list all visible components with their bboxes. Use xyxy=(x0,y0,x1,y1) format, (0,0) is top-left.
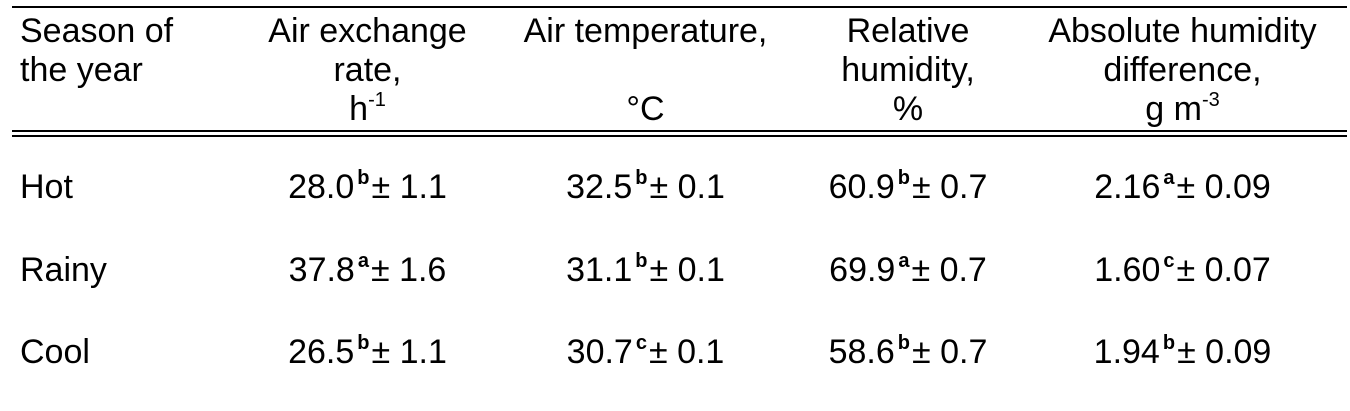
unit-text: h xyxy=(349,90,369,128)
mean-value: 69.9 xyxy=(829,251,896,289)
significance-letter: a xyxy=(898,250,910,272)
header-season: Season of the year xyxy=(20,12,173,90)
mean-value: 31.1 xyxy=(566,251,633,289)
error-value: ± 1.1 xyxy=(371,333,447,371)
header-relative-humidity: Relative humidity, % xyxy=(788,12,1028,129)
air-temperature-cell: 32.5 b± 0.1 xyxy=(508,166,783,208)
header-absolute-humidity: Absolute humidity difference, g m-3 xyxy=(1030,12,1335,129)
air-exchange-cell: 26.5 b± 1.1 xyxy=(230,331,505,373)
error-value: ± 1.1 xyxy=(371,168,447,206)
relative-humidity-cell: 69.9 a± 0.7 xyxy=(788,249,1028,291)
header-season-line1: Season of xyxy=(20,12,174,50)
mean-value: 1.60 xyxy=(1094,251,1161,289)
absolute-humidity-cell: 1.60 c± 0.07 xyxy=(1030,249,1335,291)
air-exchange-cell: 37.8 a± 1.6 xyxy=(230,249,505,291)
mean-value: 32.5 xyxy=(566,168,633,206)
header-air-temperature: Air temperature, °C xyxy=(508,12,783,129)
significance-letter: b xyxy=(1162,332,1176,354)
table-row: Hot 28.0 b± 1.1 32.5 b± 0.1 60.9 b± 0.7 2.1… xyxy=(0,166,1350,208)
error-value: ± 0.09 xyxy=(1177,333,1272,371)
table-top-rule xyxy=(12,6,1347,8)
error-value: ± 0.7 xyxy=(912,168,988,206)
season-cell: Cool xyxy=(20,333,90,371)
header-absolute-humidity-unit: g m-3 xyxy=(1030,90,1335,129)
mean-value: 58.6 xyxy=(828,333,895,371)
relative-humidity-cell: 60.9 b± 0.7 xyxy=(788,166,1028,208)
header-season-line2: the year xyxy=(20,51,143,89)
mean-value: 1.94 xyxy=(1093,333,1160,371)
significance-letter: b xyxy=(635,167,648,189)
header-air-exchange-unit: h-1 xyxy=(230,90,505,129)
significance-letter: b xyxy=(897,167,911,189)
mean-value: 37.8 xyxy=(288,251,355,289)
mean-value: 30.7 xyxy=(566,333,633,371)
mean-value: 60.9 xyxy=(828,168,895,206)
season-cell: Rainy xyxy=(20,251,107,289)
header-air-exchange-line2: rate, xyxy=(333,51,402,89)
header-relative-humidity-unit: % xyxy=(892,90,924,128)
season-cell: Hot xyxy=(20,168,73,206)
header-absolute-humidity-line2: difference, xyxy=(1103,51,1262,89)
header-relative-humidity-line2: humidity, xyxy=(841,51,975,89)
table-row: Rainy 37.8 a± 1.6 31.1 b± 0.1 69.9 a± 0.7 1… xyxy=(0,249,1350,291)
header-air-temperature-unit: °C xyxy=(626,90,665,128)
significance-letter: b xyxy=(897,332,911,354)
mean-value: 2.16 xyxy=(1094,168,1161,206)
error-value: ± 0.07 xyxy=(1176,251,1271,289)
error-value: ± 1.6 xyxy=(370,251,447,289)
header-double-rule-lower xyxy=(12,135,1347,137)
header-air-exchange-line1: Air exchange xyxy=(268,12,467,50)
table-row: Cool 26.5 b± 1.1 30.7 c± 0.1 58.6 b± 0.7 1.… xyxy=(0,331,1350,373)
significance-letter: a xyxy=(357,250,369,272)
error-value: ± 0.1 xyxy=(649,251,725,289)
significance-letter: c xyxy=(1163,250,1175,272)
relative-humidity-cell: 58.6 b± 0.7 xyxy=(788,331,1028,373)
header-air-temperature-blank xyxy=(508,51,783,90)
header-absolute-humidity-line1: Absolute humidity xyxy=(1048,12,1317,50)
significance-letter: b xyxy=(635,250,648,272)
header-double-rule-upper xyxy=(12,130,1347,132)
absolute-humidity-cell: 2.16 a± 0.09 xyxy=(1030,166,1335,208)
unit-exponent: -1 xyxy=(368,89,386,111)
error-value: ± 0.1 xyxy=(648,333,725,371)
significance-letter: c xyxy=(635,332,647,354)
absolute-humidity-cell: 1.94 b± 0.09 xyxy=(1030,331,1335,373)
significance-letter: b xyxy=(357,332,370,354)
air-temperature-cell: 30.7 c± 0.1 xyxy=(508,331,783,373)
unit-exponent: -3 xyxy=(1201,89,1220,111)
mean-value: 28.0 xyxy=(288,168,355,206)
significance-letter: b xyxy=(357,167,370,189)
error-value: ± 0.7 xyxy=(911,251,987,289)
error-value: ± 0.1 xyxy=(649,168,725,206)
header-air-exchange: Air exchange rate, h-1 xyxy=(230,12,505,129)
header-relative-humidity-line1: Relative xyxy=(846,12,970,50)
significance-letter: a xyxy=(1163,167,1175,189)
air-temperature-cell: 31.1 b± 0.1 xyxy=(508,249,783,291)
error-value: ± 0.09 xyxy=(1176,168,1271,206)
error-value: ± 0.7 xyxy=(912,333,988,371)
unit-text: g m xyxy=(1145,90,1202,128)
header-air-temperature-line1: Air temperature, xyxy=(523,12,768,50)
mean-value: 26.5 xyxy=(288,333,355,371)
air-exchange-cell: 28.0 b± 1.1 xyxy=(230,166,505,208)
